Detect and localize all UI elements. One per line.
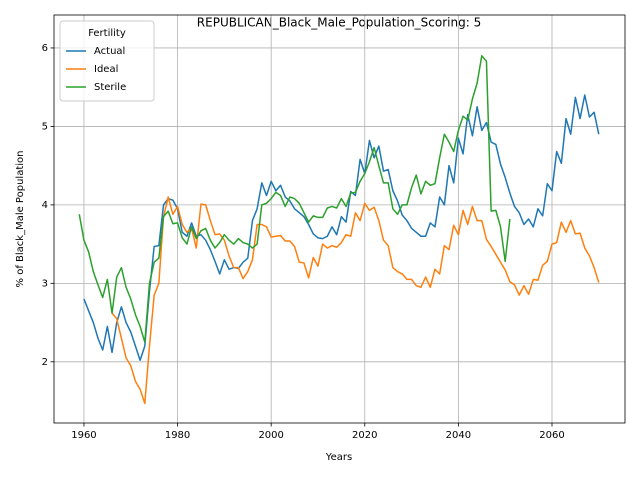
data-line	[78, 55, 511, 343]
y-tick-label: 2	[42, 357, 48, 368]
data-line	[83, 94, 600, 361]
data-line	[111, 196, 600, 405]
x-tick-label: 2040	[446, 430, 471, 441]
legend-label: Actual	[94, 46, 125, 57]
x-tick-label: 2020	[352, 430, 377, 441]
plot-frame	[53, 14, 626, 424]
legend-title: Fertility	[88, 28, 126, 39]
y-tick-label: 4	[42, 200, 48, 211]
y-axis-label: % of Black_Male Population	[15, 151, 26, 288]
y-tick-label: 6	[42, 43, 48, 54]
y-tick-label: 5	[42, 121, 48, 132]
legend-label: Ideal	[94, 64, 118, 75]
x-tick-label: 2060	[539, 430, 564, 441]
legend-box	[59, 20, 155, 102]
x-tick-label: 1980	[165, 430, 190, 441]
x-tick-label: 1960	[71, 430, 96, 441]
y-tick-label: 3	[42, 278, 48, 289]
x-axis-label: Years	[325, 452, 352, 463]
x-tick-label: 2000	[258, 430, 283, 441]
chart-title: REPUBLICAN_Black_Male_Population_Scoring…	[197, 16, 481, 30]
legend-label: Sterile	[94, 82, 126, 93]
